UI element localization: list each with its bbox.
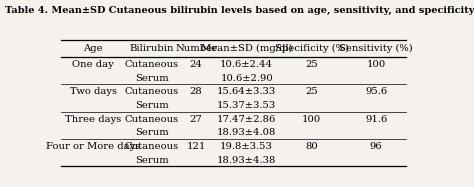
- Text: 27: 27: [190, 115, 202, 124]
- Text: Cutaneous: Cutaneous: [125, 87, 179, 96]
- Text: Table 4. Mean±SD Cutaneous bilirubin levels based on age, sensitivity, and speci: Table 4. Mean±SD Cutaneous bilirubin lev…: [5, 6, 474, 15]
- Text: Mean±SD (mg/dl): Mean±SD (mg/dl): [201, 44, 292, 53]
- Text: 25: 25: [305, 60, 318, 69]
- Text: Specificity (%): Specificity (%): [275, 44, 349, 53]
- Text: Serum: Serum: [135, 128, 169, 137]
- Text: 15.64±3.33: 15.64±3.33: [217, 87, 276, 96]
- Text: Bilirubin: Bilirubin: [130, 44, 174, 53]
- Text: 100: 100: [366, 60, 386, 69]
- Text: 17.47±2.86: 17.47±2.86: [217, 115, 276, 124]
- Text: 10.6±2.44: 10.6±2.44: [220, 60, 273, 69]
- Text: 25: 25: [305, 87, 318, 96]
- Text: 18.93±4.38: 18.93±4.38: [217, 156, 276, 165]
- Text: Serum: Serum: [135, 101, 169, 110]
- Text: Cutaneous: Cutaneous: [125, 142, 179, 151]
- Text: One day: One day: [73, 60, 114, 69]
- Text: 100: 100: [302, 115, 321, 124]
- Text: Serum: Serum: [135, 156, 169, 165]
- Text: 18.93±4.08: 18.93±4.08: [217, 128, 276, 137]
- Text: 80: 80: [305, 142, 318, 151]
- Text: Sensitivity (%): Sensitivity (%): [339, 44, 413, 53]
- Text: Three days: Three days: [65, 115, 121, 124]
- Text: 28: 28: [190, 87, 202, 96]
- Text: 10.6±2.90: 10.6±2.90: [220, 74, 273, 83]
- Text: 95.6: 95.6: [365, 87, 387, 96]
- Text: 24: 24: [190, 60, 202, 69]
- Text: 91.6: 91.6: [365, 115, 387, 124]
- Text: Serum: Serum: [135, 74, 169, 83]
- Text: Four or More days: Four or More days: [46, 142, 140, 151]
- Text: Cutaneous: Cutaneous: [125, 115, 179, 124]
- Text: 19.8±3.53: 19.8±3.53: [220, 142, 273, 151]
- Text: Cutaneous: Cutaneous: [125, 60, 179, 69]
- Text: 15.37±3.53: 15.37±3.53: [217, 101, 276, 110]
- Text: Number: Number: [175, 44, 217, 53]
- Text: Two days: Two days: [70, 87, 117, 96]
- Text: 96: 96: [370, 142, 383, 151]
- Text: Age: Age: [83, 44, 103, 53]
- Text: 121: 121: [186, 142, 206, 151]
